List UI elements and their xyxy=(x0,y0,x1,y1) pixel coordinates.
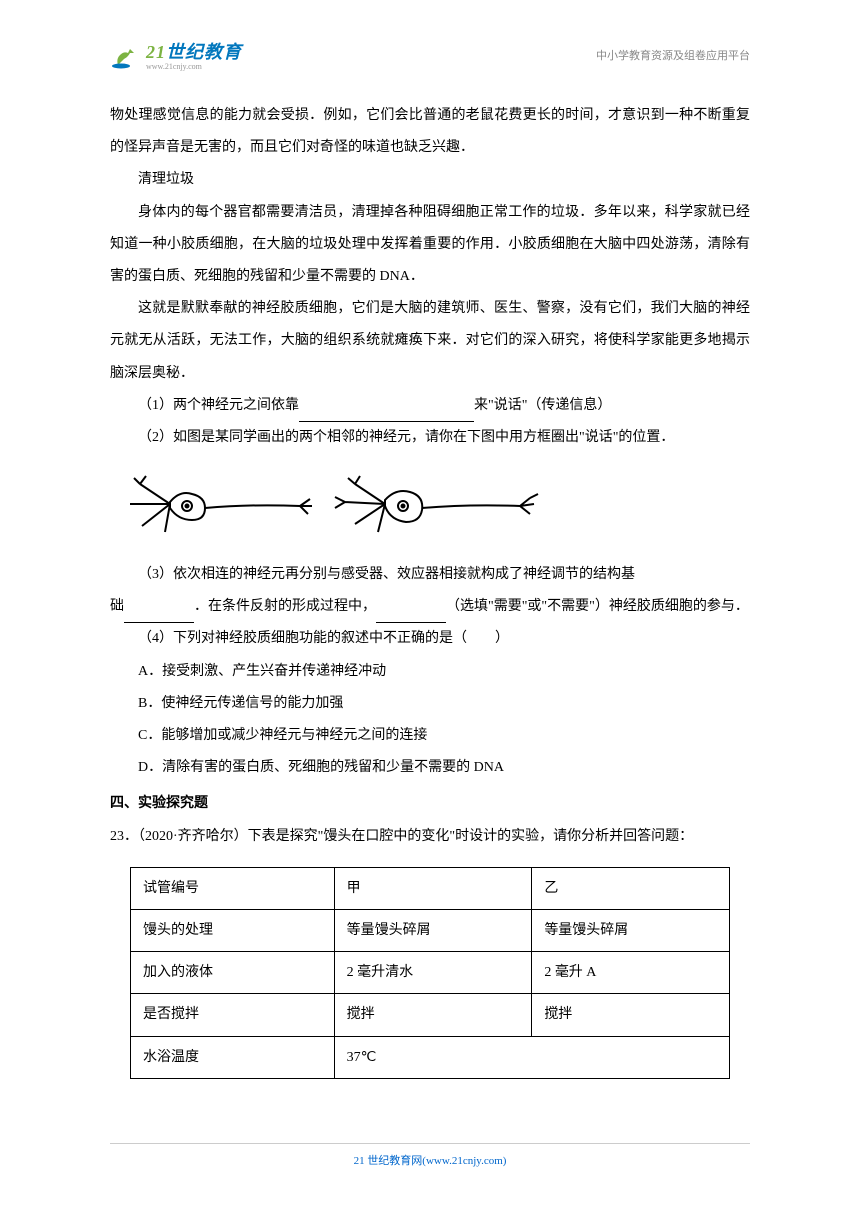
table-row: 馒头的处理 等量馒头碎屑 等量馒头碎屑 xyxy=(131,909,730,951)
question-text: 础 xyxy=(110,599,124,614)
table-cell: 2 毫升清水 xyxy=(334,952,532,994)
question-text: 来"说话"（传递信息） xyxy=(474,398,611,413)
logo-name: 世纪教育 xyxy=(166,42,242,62)
option-b: B．使神经元传递信号的能力加强 xyxy=(110,688,750,720)
page-footer: 21 世纪教育网(www.21cnjy.com) xyxy=(110,1143,750,1168)
footer-text: 21 世纪教育网(www.21cnjy.com) xyxy=(354,1155,507,1167)
logo-icon xyxy=(110,39,142,71)
experiment-table: 试管编号 甲 乙 馒头的处理 等量馒头碎屑 等量馒头碎屑 加入的液体 2 毫升清… xyxy=(130,867,730,1079)
fill-blank[interactable] xyxy=(376,605,446,623)
logo-text: 21世纪教育 www.21cnjy.com xyxy=(146,38,242,71)
table-cell: 等量馒头碎屑 xyxy=(532,909,730,951)
header-subtitle: 中小学教育资源及组卷应用平台 xyxy=(596,47,750,63)
table-cell: 搅拌 xyxy=(532,994,730,1036)
table-cell: 水浴温度 xyxy=(131,1036,335,1078)
table-row: 试管编号 甲 乙 xyxy=(131,867,730,909)
fill-blank[interactable] xyxy=(299,404,474,422)
table-cell: 是否搅拌 xyxy=(131,994,335,1036)
option-c: C．能够增加或减少神经元与神经元之间的连接 xyxy=(110,720,750,752)
table-cell: 2 毫升 A xyxy=(532,952,730,994)
question-3-continued: 础 ．在条件反射的形成过程中， （选填"需要"或"不需要"）神经胶质细胞的参与． xyxy=(110,591,750,623)
question-2: （2）如图是某同学画出的两个相邻的神经元，请你在下图中用方框圈出"说话"的位置． xyxy=(110,422,750,454)
question-text: （1）两个神经元之间依靠 xyxy=(138,398,299,413)
question-23: 23．（2020·齐齐哈尔）下表是探究"馒头在口腔中的变化"时设计的实验，请你分… xyxy=(110,821,750,853)
main-content: 物处理感觉信息的能力就会受损．例如，它们会比普通的老鼠花费更长的时间，才意识到一… xyxy=(110,100,750,1079)
page-header: 21世纪教育 www.21cnjy.com 中小学教育资源及组卷应用平台 xyxy=(110,38,750,71)
paragraph-continuation: 物处理感觉信息的能力就会受损．例如，它们会比普通的老鼠花费更长的时间，才意识到一… xyxy=(110,100,750,164)
table-row: 水浴温度 37℃ xyxy=(131,1036,730,1078)
section-4-title: 四、实验探究题 xyxy=(110,788,750,820)
table-cell: 乙 xyxy=(532,867,730,909)
table-cell: 搅拌 xyxy=(334,994,532,1036)
paragraph: 身体内的每个器官都需要清洁员，清理掉各种阻碍细胞正常工作的垃圾．多年以来，科学家… xyxy=(110,197,750,294)
table-cell: 馒头的处理 xyxy=(131,909,335,951)
table-cell: 37℃ xyxy=(334,1036,729,1078)
fill-blank[interactable] xyxy=(124,605,194,623)
question-text: ．在条件反射的形成过程中， xyxy=(194,599,376,614)
table-cell: 甲 xyxy=(334,867,532,909)
option-a: A．接受刺激、产生兴奋并传递神经冲动 xyxy=(110,656,750,688)
table-row: 是否搅拌 搅拌 搅拌 xyxy=(131,994,730,1036)
table-row: 加入的液体 2 毫升清水 2 毫升 A xyxy=(131,952,730,994)
table-cell: 加入的液体 xyxy=(131,952,335,994)
logo: 21世纪教育 www.21cnjy.com xyxy=(110,38,242,71)
table-cell: 等量馒头碎屑 xyxy=(334,909,532,951)
paragraph: 这就是默默奉献的神经胶质细胞，它们是大脑的建筑师、医生、警察，没有它们，我们大脑… xyxy=(110,293,750,390)
neuron-diagram xyxy=(110,464,750,549)
table-cell: 试管编号 xyxy=(131,867,335,909)
logo-number: 21 xyxy=(146,42,166,62)
option-d: D．清除有害的蛋白质、死细胞的残留和少量不需要的 DNA xyxy=(110,752,750,784)
question-1: （1）两个神经元之间依靠 来"说话"（传递信息） xyxy=(110,390,750,422)
question-text: （选填"需要"或"不需要"）神经胶质细胞的参与． xyxy=(446,599,749,614)
question-3: （3）依次相连的神经元再分别与感受器、效应器相接就构成了神经调节的结构基 xyxy=(110,559,750,591)
question-4: （4）下列对神经胶质细胞功能的叙述中不正确的是（ ） xyxy=(110,623,750,655)
subsection-title: 清理垃圾 xyxy=(110,164,750,196)
